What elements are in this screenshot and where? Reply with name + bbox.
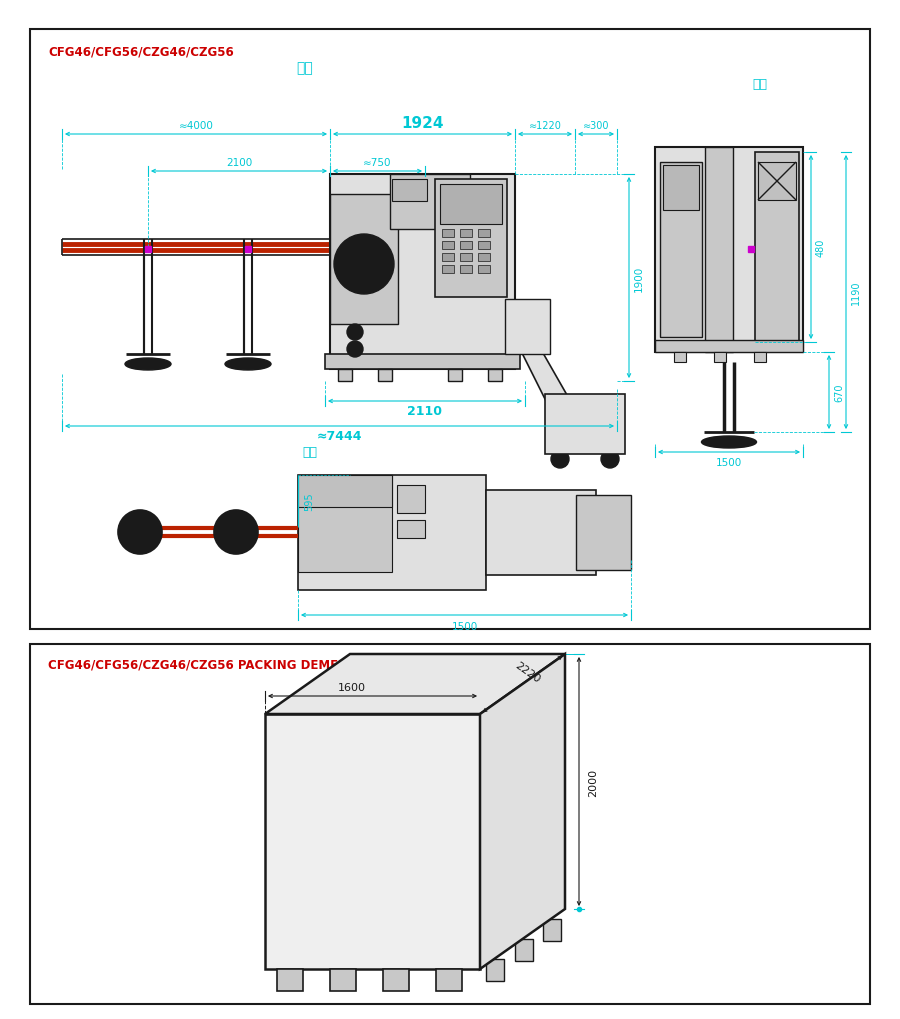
- Bar: [755, 153, 799, 347]
- Ellipse shape: [225, 359, 271, 371]
- Bar: [265, 714, 480, 969]
- Bar: [660, 163, 702, 337]
- Polygon shape: [265, 654, 565, 714]
- Bar: [277, 969, 303, 991]
- Bar: [543, 919, 561, 942]
- Text: 前面: 前面: [297, 61, 313, 75]
- Bar: [330, 175, 515, 370]
- Bar: [397, 521, 425, 538]
- Bar: [330, 195, 398, 325]
- Bar: [545, 394, 625, 454]
- Circle shape: [601, 450, 619, 469]
- Text: 2220: 2220: [513, 660, 542, 685]
- Bar: [663, 166, 699, 211]
- Bar: [442, 242, 454, 250]
- Text: CFG46/CFG56/CZG46/CZG56 PACKING DEMENSION: CFG46/CFG56/CZG46/CZG56 PACKING DEMENSIO…: [48, 658, 381, 671]
- Bar: [655, 148, 803, 353]
- Text: ≈750: ≈750: [364, 158, 392, 168]
- Text: 480: 480: [816, 238, 826, 257]
- Bar: [714, 353, 726, 363]
- Bar: [325, 355, 520, 370]
- Text: 1900: 1900: [634, 265, 644, 291]
- Bar: [674, 353, 686, 363]
- Text: 2100: 2100: [226, 158, 252, 168]
- Bar: [460, 242, 472, 250]
- Bar: [436, 969, 462, 991]
- Bar: [298, 476, 392, 507]
- Bar: [442, 266, 454, 274]
- Text: 670: 670: [834, 383, 844, 401]
- Ellipse shape: [701, 436, 757, 448]
- Text: 侧面: 侧面: [752, 78, 768, 92]
- Bar: [486, 959, 504, 981]
- Circle shape: [358, 259, 370, 271]
- Circle shape: [224, 521, 248, 544]
- Text: 1190: 1190: [851, 280, 861, 305]
- Polygon shape: [480, 654, 565, 969]
- Text: ≈4000: ≈4000: [178, 121, 213, 130]
- Text: 1600: 1600: [338, 683, 366, 692]
- Circle shape: [334, 234, 394, 294]
- Bar: [478, 254, 490, 262]
- Circle shape: [347, 341, 363, 358]
- Text: 1500: 1500: [452, 622, 478, 632]
- Bar: [488, 370, 502, 382]
- Bar: [515, 940, 533, 961]
- Bar: [338, 370, 352, 382]
- Circle shape: [214, 511, 258, 554]
- Circle shape: [346, 247, 382, 282]
- Text: ≈300: ≈300: [583, 121, 609, 130]
- Text: CFG46/CFG56/CZG46/CZG56: CFG46/CFG56/CZG46/CZG56: [48, 46, 234, 58]
- Text: 1924: 1924: [401, 116, 444, 131]
- Bar: [435, 179, 507, 298]
- Text: 2110: 2110: [408, 406, 443, 418]
- Circle shape: [347, 325, 363, 340]
- Bar: [392, 179, 427, 202]
- Bar: [460, 229, 472, 237]
- Bar: [298, 476, 392, 573]
- Bar: [486, 490, 596, 576]
- Bar: [478, 242, 490, 250]
- Bar: [442, 254, 454, 262]
- Bar: [505, 300, 550, 355]
- Bar: [440, 184, 502, 225]
- Text: ≈7444: ≈7444: [317, 430, 362, 443]
- Bar: [30, 644, 870, 1004]
- Bar: [397, 485, 425, 514]
- Bar: [330, 969, 356, 991]
- Bar: [442, 229, 454, 237]
- Text: ≈1220: ≈1220: [528, 121, 562, 130]
- Bar: [655, 340, 803, 353]
- Circle shape: [128, 521, 152, 544]
- Bar: [460, 254, 472, 262]
- Bar: [705, 148, 733, 353]
- Text: 顶面: 顶面: [302, 446, 318, 459]
- Bar: [30, 30, 870, 630]
- Bar: [383, 969, 409, 991]
- Bar: [298, 476, 486, 590]
- Bar: [448, 370, 462, 382]
- Bar: [576, 495, 631, 571]
- Bar: [478, 229, 490, 237]
- Text: 595: 595: [304, 492, 314, 511]
- Polygon shape: [515, 339, 575, 410]
- Text: 1500: 1500: [716, 458, 742, 468]
- Circle shape: [551, 450, 569, 469]
- Bar: [390, 175, 470, 229]
- Circle shape: [118, 511, 162, 554]
- Bar: [378, 370, 392, 382]
- Text: 2000: 2000: [588, 767, 598, 796]
- Ellipse shape: [125, 359, 171, 371]
- Bar: [758, 163, 796, 201]
- Bar: [754, 353, 766, 363]
- Bar: [460, 266, 472, 274]
- Bar: [478, 266, 490, 274]
